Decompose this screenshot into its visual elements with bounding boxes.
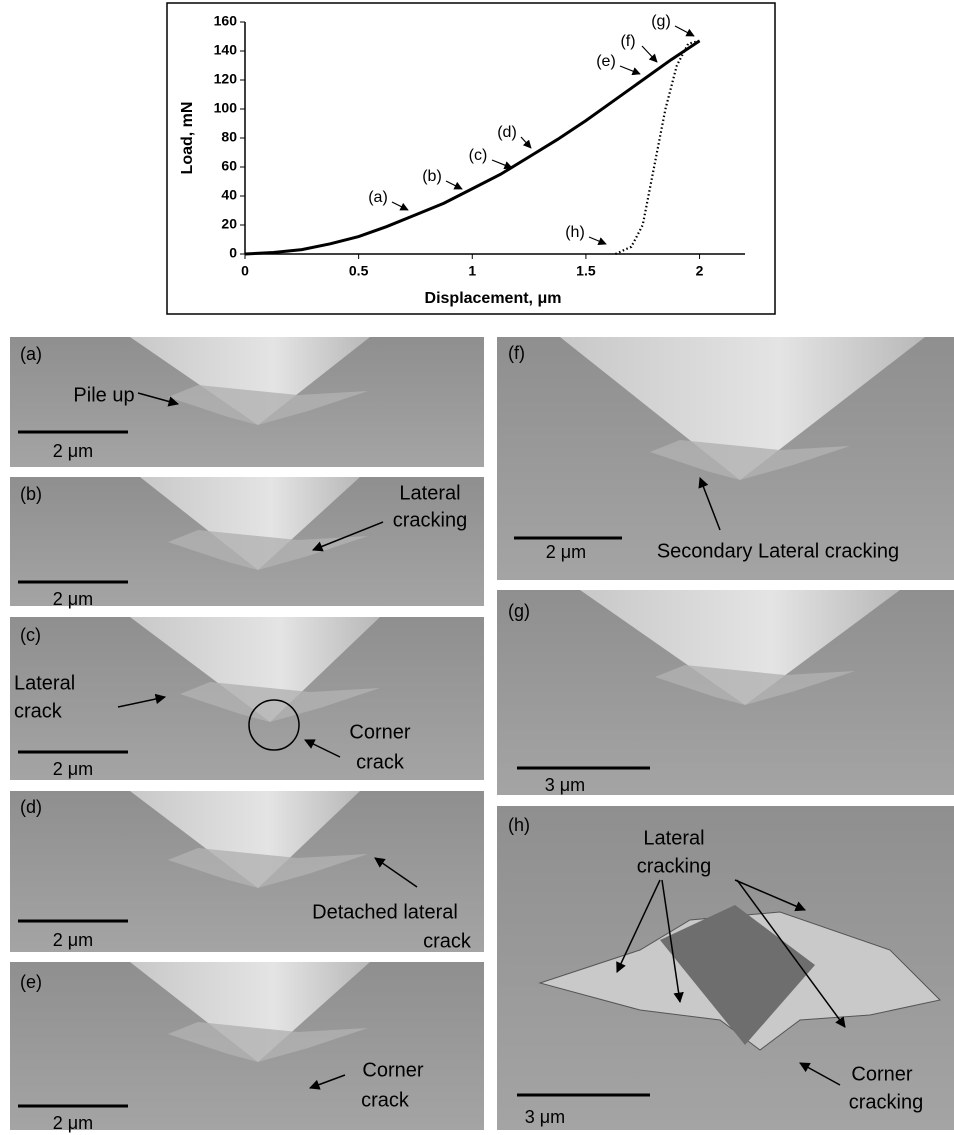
panel-annotation: Corner — [362, 1059, 423, 1081]
curve-annotation: (d) — [497, 124, 517, 141]
y-tick-label: 140 — [214, 42, 238, 58]
panel-annotation: Corner — [349, 721, 410, 743]
y-axis-title: Load, mN — [179, 102, 196, 175]
panel-label: (d) — [20, 797, 42, 817]
scale-label: 2 μm — [53, 589, 93, 609]
y-tick-label: 0 — [229, 245, 237, 261]
panel-annotation: Corner — [851, 1063, 912, 1085]
panel-label: (e) — [20, 972, 42, 992]
y-tick-label: 100 — [214, 100, 238, 116]
curve-annotation: (f) — [620, 33, 635, 50]
panel-annotation: crack — [14, 700, 63, 722]
panel-label: (a) — [20, 344, 42, 364]
panel-label: (b) — [20, 484, 42, 504]
x-tick-label: 0 — [241, 263, 249, 279]
panel-annotation: Pile up — [73, 384, 134, 406]
y-tick-label: 120 — [214, 71, 238, 87]
panel-label: (g) — [508, 601, 530, 621]
curve-annotation: (h) — [565, 224, 585, 241]
x-tick-label: 0.5 — [349, 263, 369, 279]
x-tick-label: 1.5 — [576, 263, 596, 279]
panel-annotation: crack — [423, 930, 472, 952]
panel-annotation: Secondary Lateral cracking — [657, 540, 899, 562]
panel-annotation: Detached lateral — [312, 901, 458, 923]
y-tick-label: 160 — [214, 13, 238, 29]
scale-label: 2 μm — [53, 759, 93, 779]
panel-annotation: Lateral — [643, 827, 704, 849]
y-tick-label: 20 — [221, 216, 237, 232]
panel-label: (f) — [508, 343, 525, 363]
panel-annotation: crack — [356, 751, 405, 773]
curve-annotation: (b) — [422, 168, 442, 185]
curve-annotation: (c) — [469, 147, 488, 164]
curve-annotation: (g) — [651, 13, 671, 30]
x-axis-title: Displacement, μm — [425, 290, 562, 307]
panel-annotation: Lateral — [399, 482, 460, 504]
y-tick-label: 80 — [221, 129, 237, 145]
x-tick-label: 1 — [468, 263, 476, 279]
panel-label: (c) — [20, 625, 41, 645]
figure: Displacement, μm Load, mN 02040608010012… — [0, 0, 954, 1135]
curve-annotation: (e) — [596, 53, 616, 70]
scale-label: 2 μm — [53, 441, 93, 461]
scale-label: 2 μm — [53, 1113, 93, 1133]
panel-annotation: Lateral — [14, 672, 75, 694]
panel-label: (h) — [508, 815, 530, 835]
y-tick-label: 60 — [221, 158, 237, 174]
scale-label: 2 μm — [53, 930, 93, 950]
curve-annotation: (a) — [368, 189, 388, 206]
panel-annotation: cracking — [849, 1091, 923, 1113]
y-tick-label: 40 — [221, 187, 237, 203]
panel-annotation: cracking — [393, 509, 467, 531]
scale-label: 3 μm — [525, 1107, 565, 1127]
scale-label: 3 μm — [545, 775, 585, 795]
panel-annotation: crack — [361, 1089, 410, 1111]
scale-label: 2 μm — [546, 542, 586, 562]
x-tick-label: 2 — [696, 263, 704, 279]
panel-annotation: cracking — [637, 855, 711, 877]
